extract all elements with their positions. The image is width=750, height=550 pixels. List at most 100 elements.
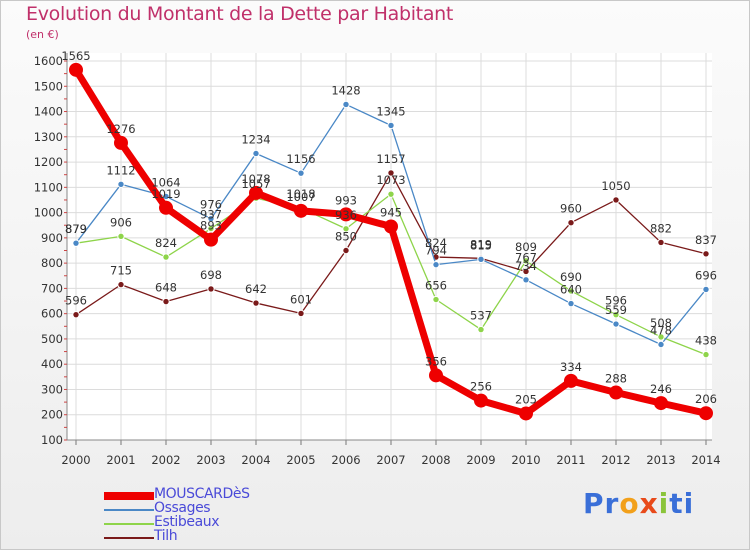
data-point [429, 368, 443, 383]
chart-title: Evolution du Montant de la Dette par Hab… [26, 3, 454, 25]
data-label: 1073 [376, 173, 405, 187]
data-point [387, 169, 395, 177]
data-label: 945 [380, 205, 402, 219]
data-label: 559 [605, 303, 627, 317]
brand-letter: o [619, 487, 640, 520]
data-label: 936 [335, 208, 357, 222]
data-label: 976 [200, 198, 222, 212]
data-point [609, 385, 623, 400]
x-tick-label: 2006 [331, 453, 360, 467]
data-point [117, 232, 125, 241]
data-label: 596 [65, 294, 87, 308]
y-tick-label: 800 [41, 256, 63, 270]
data-point [699, 406, 713, 421]
y-tick-label: 1300 [34, 130, 63, 144]
x-tick-label: 2001 [106, 453, 135, 467]
brand-letter: P [583, 487, 605, 520]
x-tick-label: 2002 [151, 453, 180, 467]
y-tick-label: 1400 [34, 105, 63, 119]
y-tick-label: 300 [41, 382, 63, 396]
data-point [342, 225, 350, 233]
data-label: 960 [560, 202, 582, 216]
data-point [162, 192, 170, 201]
brand-logo: Proxiti [583, 487, 694, 520]
data-label: 537 [470, 309, 492, 323]
y-tick-label: 1600 [34, 54, 63, 68]
brand-letter: t [669, 487, 684, 520]
x-tick-label: 2004 [241, 453, 270, 467]
data-point [207, 285, 215, 293]
data-label: 1019 [151, 187, 180, 201]
x-tick-label: 2011 [556, 453, 585, 467]
data-point [114, 135, 128, 150]
y-tick-label: 1100 [34, 180, 63, 194]
data-label: 1565 [61, 49, 90, 63]
x-tick-label: 2000 [61, 453, 90, 467]
data-label: 1112 [106, 163, 135, 177]
y-tick-label: 1000 [34, 206, 63, 220]
y-tick-label: 700 [41, 281, 63, 295]
data-label: 824 [425, 236, 447, 250]
data-label: 1057 [241, 177, 270, 191]
data-point [477, 255, 485, 264]
legend-label: Estibeaux [154, 514, 220, 530]
x-tick-label: 2014 [691, 453, 720, 467]
data-label: 648 [155, 281, 177, 295]
data-label: 1157 [376, 152, 405, 166]
data-label: 1018 [286, 187, 315, 201]
unit-label: (en €) [26, 28, 59, 41]
brand-letter: i [683, 487, 695, 520]
data-point [69, 62, 83, 77]
x-tick-label: 2009 [466, 453, 495, 467]
data-label: 1234 [241, 132, 270, 146]
data-label: 642 [245, 282, 267, 296]
data-point [657, 238, 665, 247]
data-label: 356 [425, 354, 447, 368]
data-point [207, 214, 215, 223]
data-label: 640 [560, 283, 582, 297]
data-point [297, 309, 305, 318]
data-point [567, 299, 575, 308]
brand-letter: r [604, 487, 620, 520]
data-point [384, 219, 398, 234]
data-label: 1078 [241, 172, 270, 186]
legend-swatch [104, 523, 154, 525]
y-tick-label: 100 [41, 433, 63, 447]
data-label: 734 [515, 259, 537, 273]
legend-swatch [104, 537, 154, 539]
data-label: 656 [425, 279, 447, 293]
data-label: 906 [110, 215, 132, 229]
data-label: 1050 [601, 179, 630, 193]
legend-label: Ossages [154, 500, 211, 516]
data-label: 882 [650, 221, 672, 235]
data-label: 288 [605, 371, 627, 385]
data-label: 715 [110, 264, 132, 278]
data-point [612, 196, 620, 204]
data-point [477, 325, 485, 334]
brand-letter: i [658, 487, 670, 520]
data-point [702, 350, 710, 359]
legend-swatch [104, 492, 154, 500]
data-label: 937 [200, 208, 222, 222]
data-point [204, 232, 218, 247]
data-label: 1064 [151, 175, 180, 189]
data-point [117, 280, 125, 289]
x-tick-label: 2005 [286, 453, 315, 467]
data-label: 837 [695, 233, 717, 247]
data-point [612, 320, 620, 328]
data-label: 698 [200, 268, 222, 282]
legend-label: Tilh [154, 528, 178, 544]
y-tick-label: 200 [41, 408, 63, 422]
data-point [252, 299, 260, 307]
data-point [657, 333, 665, 341]
data-point [612, 310, 620, 319]
data-point [252, 149, 260, 158]
data-label: 1276 [106, 122, 135, 136]
data-point [567, 219, 575, 227]
data-point [117, 180, 125, 189]
data-point [387, 190, 395, 198]
x-tick-label: 2010 [511, 453, 540, 467]
brand-letter: x [639, 487, 659, 520]
data-point [207, 224, 215, 233]
data-label: 1345 [376, 104, 405, 118]
